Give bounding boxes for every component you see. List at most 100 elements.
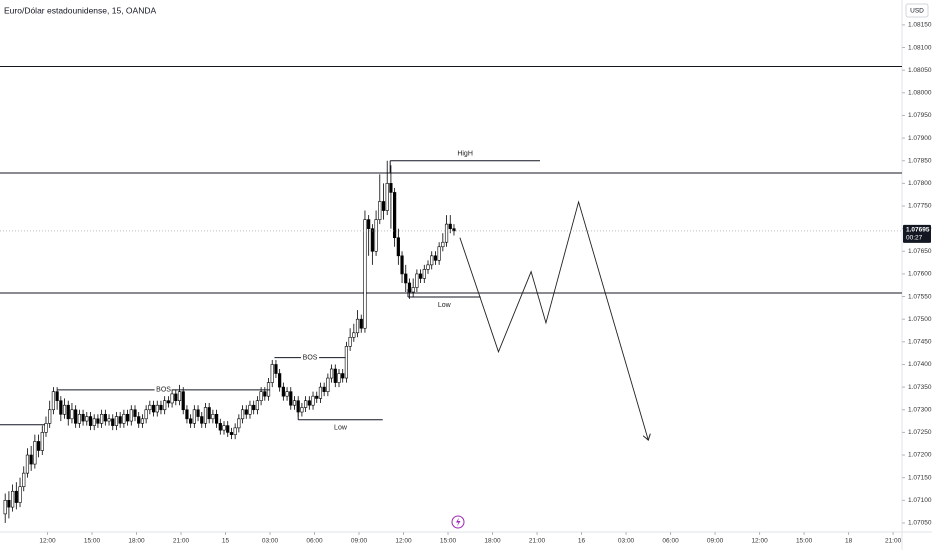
candle-body [11, 490, 15, 508]
candle-body [218, 423, 222, 431]
y-tick-label: 1.07100 [908, 497, 932, 504]
candle-body [114, 416, 119, 426]
candle-body [389, 183, 393, 193]
candle-body [333, 368, 337, 383]
candle-body [214, 413, 219, 424]
candle-body [378, 201, 382, 220]
x-tick-label: 06:00 [306, 538, 323, 545]
currency-label: USD [910, 8, 924, 15]
candle-body [430, 255, 434, 266]
candle-body [118, 416, 122, 424]
candle-body [337, 373, 341, 383]
candle-body [200, 416, 204, 424]
candle-body [74, 409, 78, 424]
candle-body [444, 223, 449, 243]
candle-body [159, 404, 163, 411]
candle-body [166, 400, 170, 404]
candle-body [344, 346, 349, 379]
candle-body [400, 255, 404, 275]
annotation-label: Low [438, 302, 452, 309]
x-tick-label: 12:00 [751, 538, 768, 545]
candle-body [59, 400, 63, 415]
x-tick-label: 18:00 [128, 538, 145, 545]
candle-body [70, 409, 74, 420]
y-tick-label: 1.07750 [908, 203, 932, 210]
candle-body [29, 454, 33, 465]
projection-path [459, 200, 648, 440]
annotation-label: Low [334, 425, 348, 432]
candle-body [240, 409, 245, 420]
candle-body [433, 255, 438, 261]
currency-box[interactable] [905, 3, 929, 18]
candle-body [40, 432, 44, 451]
candle-body [155, 404, 159, 413]
candle-body [396, 237, 400, 257]
candle-body [359, 318, 363, 329]
candle-body [341, 373, 345, 379]
candle-body [244, 409, 248, 415]
y-tick-label: 1.07450 [908, 339, 932, 346]
candle-body [36, 441, 41, 451]
y-tick-label: 1.07600 [908, 271, 932, 278]
x-tick-label: 15:00 [796, 538, 813, 545]
candle-body [233, 427, 237, 435]
y-tick-label: 1.08150 [908, 22, 932, 29]
x-tick-label: 21:00 [529, 538, 546, 545]
candle-body [355, 318, 360, 334]
candle-body [33, 441, 37, 465]
candle-body [441, 241, 445, 248]
candle-body [151, 404, 156, 413]
candle-body [404, 273, 408, 284]
y-tick-label: 1.07800 [908, 180, 932, 187]
candle-body [55, 391, 59, 401]
y-tick-label: 1.07400 [908, 361, 932, 368]
y-tick-label: 1.07500 [908, 316, 932, 323]
candle-body [311, 395, 315, 406]
candle-body [148, 404, 152, 411]
candle-body [14, 490, 18, 503]
candle-body [192, 409, 196, 424]
x-tick-label: 09:00 [707, 538, 724, 545]
candle-body [415, 273, 419, 288]
candle-body [207, 407, 211, 420]
annotation-label: BOS [303, 355, 318, 362]
y-tick-label: 1.07050 [908, 520, 932, 527]
candle-body [185, 409, 189, 420]
candle-body [452, 228, 456, 232]
y-tick-label: 1.07250 [908, 429, 932, 436]
candle-body [18, 486, 22, 503]
candle-body [66, 404, 70, 420]
candle-body [174, 393, 178, 401]
candle-body [252, 404, 256, 411]
annotation-label: BOS [156, 387, 171, 394]
candle-body [181, 391, 185, 411]
x-tick-label: 16 [578, 538, 586, 545]
candle-body [255, 400, 259, 411]
x-tick-label: 18 [845, 538, 853, 545]
candle-body [385, 183, 389, 211]
candle-body [281, 386, 285, 397]
x-tick-label: 15 [222, 538, 230, 545]
candle-body [289, 391, 293, 406]
candle-body [237, 418, 241, 429]
candle-body [189, 418, 193, 424]
candle-body [370, 228, 374, 252]
x-tick-label: 03:00 [262, 538, 279, 545]
candle-body [163, 400, 167, 411]
candle-body [44, 423, 48, 433]
candle-body [177, 391, 182, 401]
candle-body [274, 364, 278, 374]
last-price-box [903, 224, 931, 243]
countdown-label: 00:27 [906, 235, 923, 242]
candle-body [211, 413, 215, 420]
candle-body [88, 416, 93, 426]
x-tick-label: 15:00 [440, 538, 457, 545]
y-tick-label: 1.07900 [908, 135, 932, 142]
candle-body [222, 425, 226, 431]
candle-body [437, 246, 441, 261]
candle-body [367, 219, 371, 229]
candle-body [81, 413, 85, 422]
candle-body [418, 273, 423, 279]
